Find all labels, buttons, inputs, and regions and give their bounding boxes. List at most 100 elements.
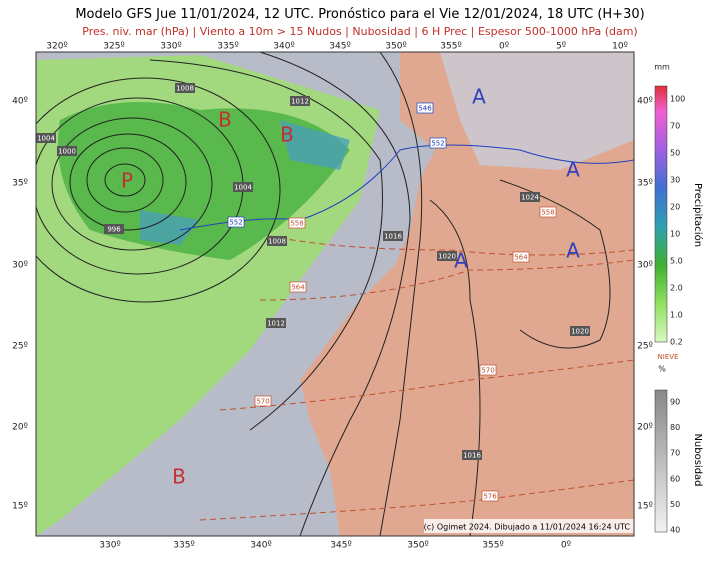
- pressure-label: 1016: [463, 452, 481, 460]
- thickness-label-bg: [227, 216, 245, 228]
- land: [300, 52, 634, 536]
- thickness-label: 558: [541, 209, 554, 217]
- pressure-label: 1012: [267, 320, 285, 328]
- pressure-label: 1020: [571, 328, 589, 336]
- thickness-lines: [199, 235, 634, 521]
- pressure-label-bg: [104, 224, 124, 234]
- thickness-label-bg: [481, 490, 499, 502]
- cloud-tick-label: 40: [670, 526, 680, 535]
- credit: (c) Ogimet 2024. Dibujado a 11/01/2024 1…: [424, 523, 631, 532]
- precip-tick-label: 100: [670, 95, 685, 104]
- thickness-label: 552: [229, 219, 242, 227]
- pressure-label-bg: [383, 231, 403, 241]
- pressure-label-bg: [520, 192, 540, 202]
- lat-left-label: 25º: [12, 342, 28, 352]
- lon-bottom-label: 330º: [99, 541, 120, 551]
- precip-bar: [654, 85, 668, 343]
- lat-left-label: 15º: [12, 502, 28, 512]
- pressure-center: P: [121, 169, 133, 193]
- lat-right-label: 40º: [637, 97, 653, 107]
- pressure-label: 1004: [37, 135, 55, 143]
- pressure-label: 1016: [384, 233, 402, 241]
- lon-top-label: 10º: [612, 42, 628, 52]
- pressure-label-bg: [175, 83, 195, 93]
- thickness-label-bg: [429, 137, 447, 149]
- lon-top-label: 340º: [273, 42, 294, 52]
- precip-tick-label: 30: [670, 176, 680, 185]
- thickness-label-bg: [539, 206, 557, 218]
- subtitle: Pres. niv. mar (hPa) | Viento a 10m > 15…: [82, 25, 637, 38]
- thickness-label-bg: [479, 364, 497, 376]
- thickness-cold: [179, 144, 634, 231]
- lat-left-label: 35º: [12, 179, 28, 189]
- lon-top-label: 0º: [499, 42, 509, 52]
- cloud-unit: %: [658, 365, 666, 374]
- isobars: [36, 52, 611, 536]
- precip-tick-label: 20: [670, 203, 680, 212]
- title-prefix: Modelo GFS Jue 11/01/2024, 12 UTC. Pronó…: [75, 7, 435, 22]
- centers: A A A A B B P B: [121, 85, 580, 489]
- pressure-center: B: [172, 465, 186, 489]
- thickness-label: 570: [481, 367, 494, 375]
- lon-bottom-label: 350º: [407, 541, 428, 551]
- lon-top-label: 350º: [385, 42, 406, 52]
- lon-bottom-label: 0º: [561, 541, 571, 551]
- cloud-bar: [654, 389, 668, 533]
- lon-top-label: 330º: [160, 42, 181, 52]
- lon-top-label: 5º: [556, 42, 566, 52]
- pressure-label-bg: [437, 251, 457, 261]
- pressure-center: B: [218, 108, 232, 132]
- credit-bg: [424, 519, 634, 533]
- pressure-label: 1000: [58, 148, 76, 156]
- thickness-label-bg: [288, 217, 306, 229]
- pressure-label-bg: [266, 318, 286, 328]
- pressure-label: 1008: [268, 238, 286, 246]
- lat-right-label: 35º: [637, 179, 653, 189]
- title-suffix: (H+30): [597, 7, 644, 22]
- title: Modelo GFS Jue 11/01/2024, 12 UTC. Pronó…: [75, 7, 644, 22]
- lon-bottom-label: 345º: [330, 541, 351, 551]
- lon-top-label: 355º: [440, 42, 461, 52]
- pressure-label: 1024: [521, 194, 539, 202]
- lat-left-label: 20º: [12, 423, 28, 433]
- lat-left-label: 40º: [12, 97, 28, 107]
- thickness-label: 570: [256, 398, 269, 406]
- thickness-label: 552: [431, 140, 444, 148]
- precip-tick-label: 10: [670, 230, 680, 239]
- pressure-label-bg: [36, 133, 56, 143]
- lon-top-label: 325º: [103, 42, 124, 52]
- lon-top-label: 320º: [46, 42, 67, 52]
- pressure-label: 1008: [176, 85, 194, 93]
- lat-right-label: 15º: [637, 502, 653, 512]
- cloud-tick-label: 50: [670, 500, 680, 509]
- lon-bottom-label: 335º: [173, 541, 194, 551]
- precip-tick-label: 2.0: [670, 284, 683, 293]
- pressure-center: B: [280, 123, 294, 147]
- lon-top-label: 335º: [217, 42, 238, 52]
- pressure-label-bg: [570, 326, 590, 336]
- snow-label: NIEVE: [658, 353, 679, 361]
- thickness-label: 558: [290, 220, 303, 228]
- pressure-labels: 1008101210041000996100410081012101610201…: [36, 83, 590, 460]
- pressure-label-bg: [290, 96, 310, 106]
- cloud-tick-label: 60: [670, 474, 680, 483]
- precip-tick-label: 0.2: [670, 338, 683, 347]
- lon-bottom-label: 340º: [250, 541, 271, 551]
- pressure-label-bg: [57, 146, 77, 156]
- lat-left-label: 30º: [12, 261, 28, 271]
- pressure-center: A: [454, 249, 468, 273]
- rain-core: [58, 102, 350, 260]
- pressure-label: 1012: [291, 98, 309, 106]
- thickness-label: 546: [418, 105, 432, 113]
- pressure-label-bg: [233, 182, 253, 192]
- pressure-label: 1004: [234, 184, 252, 192]
- thickness-labels: 546 552 552 558 558 564 564 570 570 576: [227, 102, 557, 502]
- lat-right-label: 25º: [637, 342, 653, 352]
- pressure-center: A: [566, 158, 580, 182]
- lon-top-label: 345º: [329, 42, 350, 52]
- pressure-center: A: [566, 239, 580, 263]
- thickness-label-bg: [289, 281, 307, 293]
- precip-tick-label: 50: [670, 149, 680, 158]
- pressure-center: A: [472, 85, 486, 109]
